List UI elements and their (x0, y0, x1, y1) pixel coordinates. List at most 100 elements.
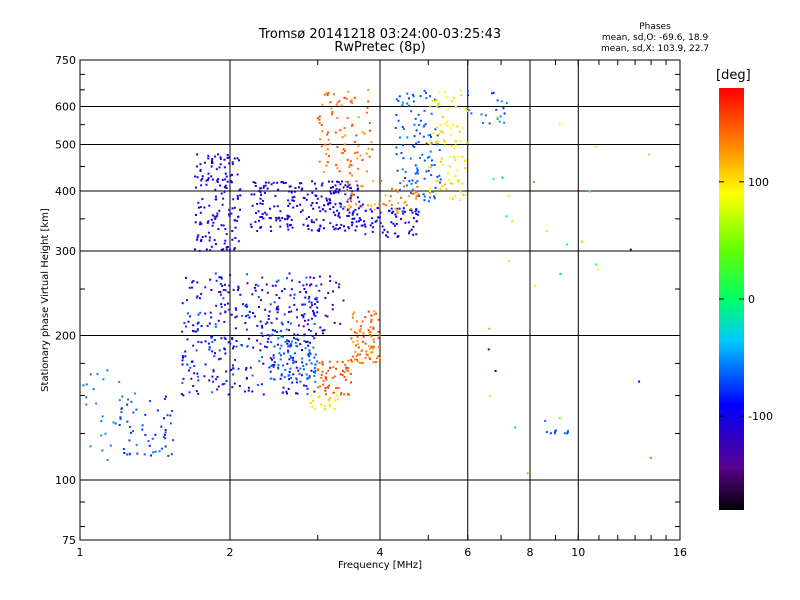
data-point (319, 385, 322, 388)
colorbar-tick-label: 0 (748, 293, 755, 306)
data-point (259, 342, 262, 345)
data-point (224, 172, 227, 175)
data-point (331, 377, 334, 379)
data-point (369, 129, 372, 132)
data-point (228, 214, 231, 217)
y-axis-label: Stationary phase Virtual Height [km] (40, 208, 51, 392)
data-point (216, 212, 219, 215)
data-point (340, 392, 343, 394)
data-point (326, 315, 329, 318)
data-point (346, 392, 349, 395)
data-point (122, 448, 125, 450)
data-point (433, 164, 436, 166)
data-point (231, 207, 234, 210)
data-point (328, 155, 330, 158)
data-point (196, 295, 199, 298)
data-point (358, 217, 361, 220)
data-point (211, 341, 214, 344)
data-point (269, 207, 271, 210)
data-point (378, 216, 381, 219)
data-point (169, 422, 172, 425)
data-point (445, 120, 448, 123)
data-point (230, 181, 233, 184)
data-point (114, 422, 117, 425)
data-point (401, 210, 404, 213)
data-point (222, 289, 225, 291)
data-point (232, 347, 234, 350)
data-point (299, 291, 302, 294)
data-point (96, 373, 99, 376)
data-point (223, 382, 226, 385)
data-point (318, 362, 321, 364)
data-point (321, 182, 324, 185)
data-point (204, 235, 207, 238)
data-point (285, 328, 288, 331)
data-point (411, 211, 414, 214)
data-point (227, 308, 230, 311)
data-point (408, 97, 410, 100)
data-point (306, 193, 309, 196)
data-point (247, 389, 250, 392)
data-point (459, 140, 462, 143)
data-point (373, 313, 376, 316)
data-point (412, 95, 415, 98)
data-point (437, 105, 440, 108)
data-point (360, 205, 363, 208)
data-point (450, 144, 453, 147)
data-point (346, 117, 349, 120)
data-point (318, 160, 321, 163)
data-point (369, 358, 371, 360)
data-point (384, 194, 387, 197)
data-point (286, 392, 288, 395)
data-point (397, 235, 400, 237)
data-point (252, 346, 255, 349)
data-point (342, 186, 345, 189)
data-point (214, 216, 217, 219)
data-point (331, 111, 334, 114)
data-point (344, 184, 347, 187)
data-point (348, 393, 350, 396)
data-point (326, 133, 329, 136)
data-point (581, 240, 584, 243)
data-point (224, 289, 227, 292)
phase-stats-x-mode: mean, sd,X: 103.9, 22.7 (600, 44, 710, 54)
data-point (341, 180, 343, 183)
data-point (284, 368, 287, 371)
data-point (415, 129, 418, 132)
data-point (141, 428, 144, 431)
data-point (218, 166, 221, 169)
data-point (449, 165, 451, 168)
data-point (354, 208, 357, 211)
data-point (318, 118, 321, 121)
data-point (132, 430, 134, 433)
data-point (199, 311, 202, 314)
data-point (321, 370, 324, 373)
data-point (135, 408, 138, 411)
data-point (301, 361, 304, 364)
data-point (266, 187, 269, 190)
data-point (351, 124, 353, 127)
data-point (436, 134, 439, 137)
data-point (277, 308, 280, 311)
data-point (261, 216, 264, 219)
data-point (351, 221, 354, 224)
data-point (199, 221, 202, 224)
x-tick-label: 16 (673, 546, 687, 559)
data-point (349, 206, 352, 208)
data-point (199, 211, 202, 214)
data-point (310, 229, 313, 232)
data-point (225, 233, 228, 236)
data-point (406, 136, 409, 139)
data-point (302, 223, 305, 226)
data-point (214, 217, 217, 220)
data-point (299, 182, 301, 185)
data-point (394, 127, 397, 129)
data-point (363, 220, 365, 223)
data-point (165, 395, 167, 398)
data-point (248, 310, 251, 313)
data-point (346, 209, 349, 211)
chart-subtitle: RwPretec (8p) (334, 40, 426, 55)
data-point (219, 293, 222, 296)
data-point (324, 143, 327, 146)
data-point (327, 91, 330, 94)
